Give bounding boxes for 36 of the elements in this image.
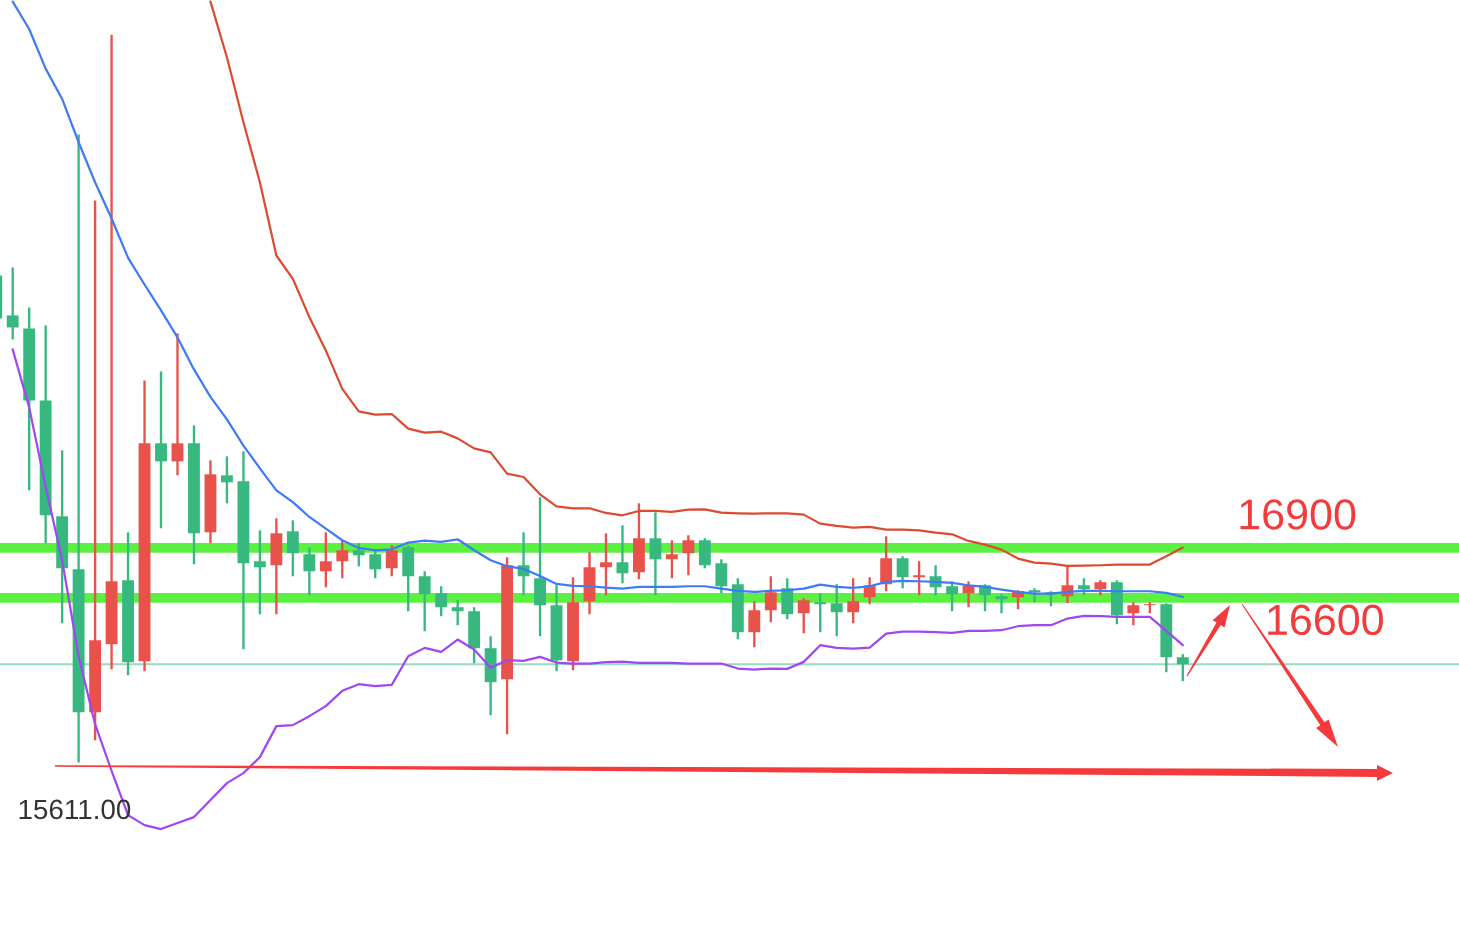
candlestick bbox=[665, 539, 678, 580]
candlestick bbox=[896, 555, 909, 590]
candlestick bbox=[600, 532, 612, 597]
candlestick bbox=[385, 544, 398, 578]
candlestick bbox=[946, 580, 958, 613]
candlestick bbox=[221, 455, 233, 505]
candlestick bbox=[1176, 653, 1189, 683]
candlestick bbox=[352, 542, 365, 568]
candlestick bbox=[418, 570, 431, 633]
ref-line-label: 16600 bbox=[1268, 604, 1383, 636]
candlestick bbox=[451, 599, 464, 627]
candlestick bbox=[649, 511, 662, 597]
candlestick bbox=[155, 370, 167, 530]
candlestick bbox=[303, 546, 316, 597]
candlestick bbox=[797, 597, 810, 635]
candlestick bbox=[913, 560, 926, 597]
candlestick bbox=[369, 548, 382, 580]
candlestick bbox=[616, 524, 629, 585]
candlestick bbox=[715, 558, 728, 595]
candlestick bbox=[286, 519, 299, 578]
candlestick bbox=[682, 534, 695, 577]
candlestick bbox=[171, 332, 184, 477]
candlestick bbox=[748, 600, 761, 649]
candlestick bbox=[253, 529, 266, 616]
candlestick bbox=[764, 575, 777, 624]
candlestick bbox=[319, 531, 332, 589]
candlestick bbox=[830, 583, 843, 638]
candlestick bbox=[847, 577, 860, 625]
candlestick bbox=[105, 33, 118, 671]
candlestick bbox=[6, 266, 19, 341]
candlestick bbox=[1127, 601, 1140, 627]
candlestick bbox=[995, 593, 1008, 615]
candlestick bbox=[336, 539, 349, 580]
candlestick bbox=[814, 592, 827, 634]
candlestick bbox=[435, 585, 448, 618]
ref-line-label: 16900 bbox=[1240, 499, 1356, 530]
